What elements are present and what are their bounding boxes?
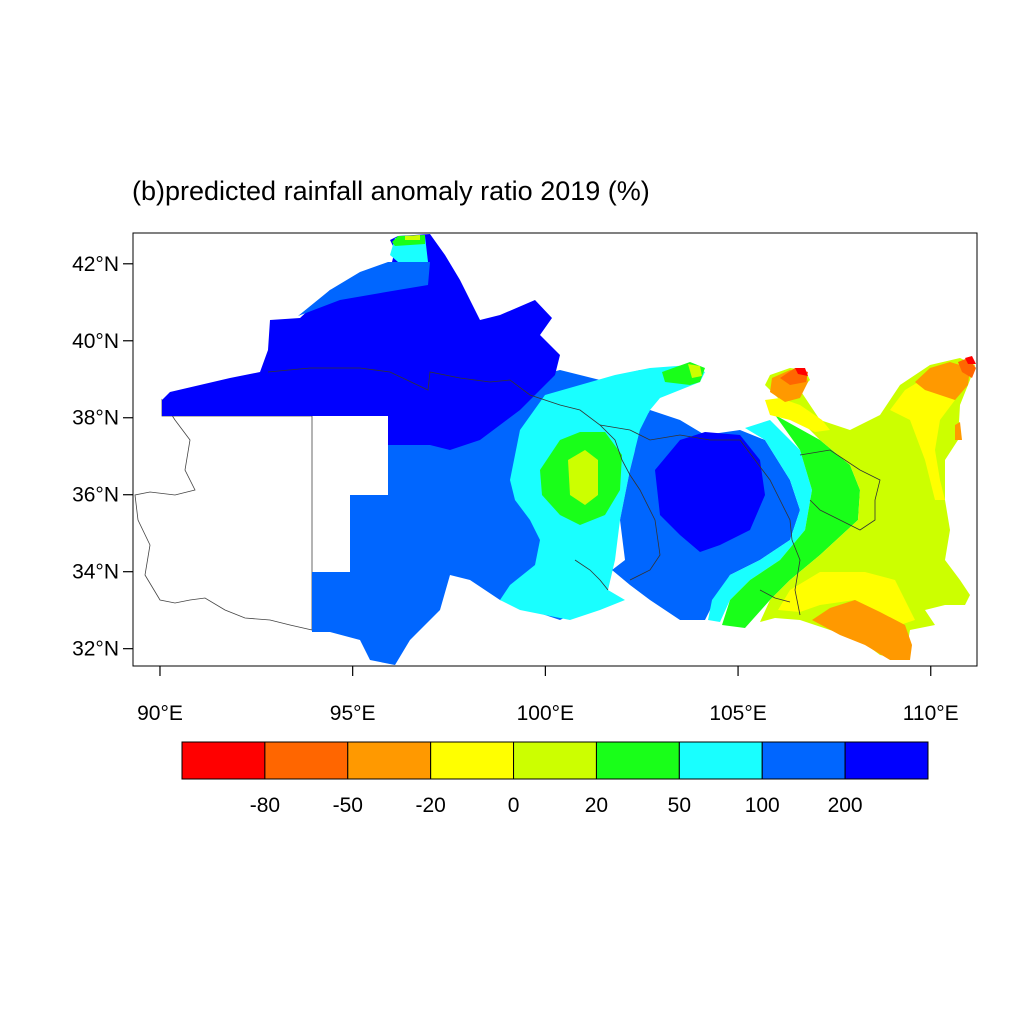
lon-tick-label: 105°E (709, 702, 766, 725)
lat-tick-label: 38°N (72, 407, 119, 430)
colorbar-label: 50 (668, 794, 691, 817)
page-title: (b)predicted rainfall anomaly ratio 2019… (132, 176, 650, 206)
lat-tick-label: 36°N (72, 484, 119, 507)
region-200-northwest (162, 234, 560, 450)
colorbar-label: 200 (828, 794, 863, 817)
colorbar-label: -80 (250, 794, 280, 817)
colorbar-swatch (347, 741, 432, 780)
region-0-20-north-tip (405, 235, 420, 240)
colorbar-label: 100 (745, 794, 780, 817)
colorbar-swatch (430, 741, 515, 780)
colorbar-swatch (844, 741, 929, 780)
colorbar: -80 -50 -20 0 20 50 100 200 (181, 741, 929, 817)
colorbar-swatch (181, 741, 266, 780)
colorbar-swatch (761, 741, 846, 780)
lon-tick-label: 110°E (903, 702, 959, 725)
colorbar-swatch (264, 741, 349, 780)
region-0-20-blob (568, 450, 598, 505)
lon-tick-label: 95°E (330, 702, 376, 725)
no-data-region (134, 398, 313, 631)
lat-tick-label: 32°N (72, 638, 119, 661)
map-fill-layer (134, 234, 976, 665)
province-boundaries (267, 367, 881, 616)
region-neg50-neg20-east-edge (955, 422, 962, 440)
colorbar-label: -50 (333, 794, 363, 817)
colorbar-swatch (513, 741, 597, 780)
colorbar-label: 0 (508, 794, 520, 817)
latitude-axis: 32°N 34°N 36°N 38°N 40°N 42°N (72, 253, 133, 661)
lat-tick-label: 40°N (72, 330, 119, 353)
colorbar-swatch (678, 741, 763, 780)
lat-tick-label: 42°N (72, 253, 119, 276)
lon-tick-label: 100°E (517, 702, 574, 725)
region-100-200-north-edge (298, 262, 430, 316)
region-neg20-0-south (778, 572, 915, 625)
region-50-100-east-ring (708, 420, 812, 622)
lon-tick-label: 90°E (137, 702, 183, 725)
region-neg50-neg20-northeast (915, 362, 970, 400)
region-20-50-east-band (722, 415, 860, 628)
region-neg50-neg20-south (812, 600, 912, 660)
region-below-neg80-northeast (965, 356, 976, 364)
region-neg20-0-northeast (890, 375, 955, 500)
colorbar-swatch (595, 741, 680, 780)
colorbar-label: -20 (415, 794, 445, 817)
lat-tick-label: 34°N (72, 561, 119, 584)
region-200-east-core (655, 432, 765, 552)
longitude-axis: 90°E 95°E 100°E 105°E 110°E (137, 666, 959, 725)
region-below-neg80-north (795, 368, 808, 376)
colorbar-label: 20 (585, 794, 608, 817)
region-0-20-northeast-blob (688, 364, 702, 378)
map-frame (132, 232, 978, 667)
region-neg20-0-east (765, 398, 830, 432)
